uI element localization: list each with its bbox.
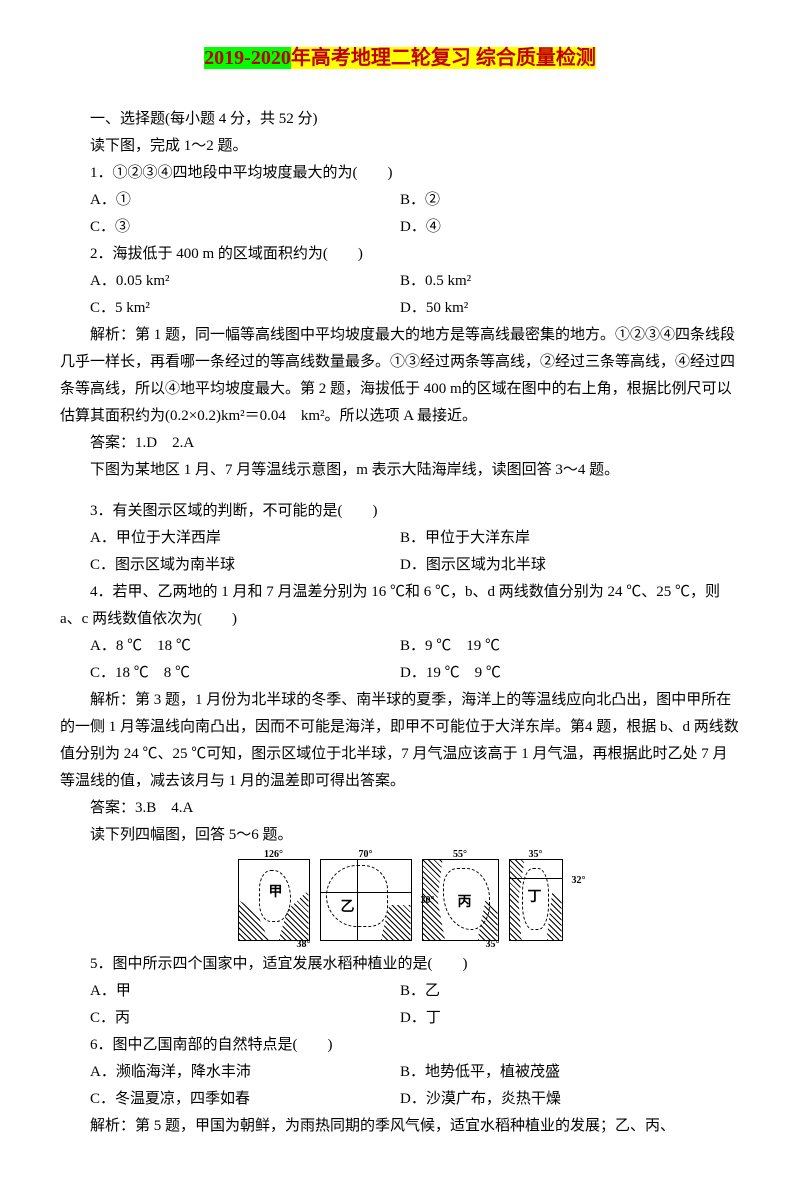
option-row: A．濒临海洋，降水丰沛 B．地势低平，植被茂盛 — [60, 1059, 740, 1086]
option-b: B．地势低平，植被茂盛 — [400, 1059, 740, 1086]
diagram-yi: 70° 30° 乙 — [320, 859, 412, 941]
option-c: C．18 ℃ 8 ℃ — [60, 660, 400, 687]
coord-label: 126° — [264, 846, 283, 864]
option-d: D．沙漠广布，炎热干燥 — [400, 1086, 740, 1113]
diagram-jia: 126° 38° 甲 — [238, 859, 310, 941]
coord-label: 70° — [359, 846, 373, 864]
map-diagrams: 126° 38° 甲 70° 30° 乙 55° 35° 丙 35° 32° — [60, 859, 740, 941]
diagram-ding: 35° 32° 丁 — [509, 859, 563, 941]
intro-text: 读下列四幅图，回答 5～6 题。 — [60, 822, 740, 849]
question-stem: 3．有关图示区域的判断，不可能的是( ) — [60, 498, 740, 525]
option-c: C．图示区域为南半球 — [60, 552, 400, 579]
diagram-label: 丙 — [458, 890, 472, 915]
option-row: A．① B．② — [60, 187, 740, 214]
diagram-label: 丁 — [528, 885, 542, 910]
option-c: C．丙 — [60, 1005, 400, 1032]
dashed-outline — [326, 865, 388, 927]
option-b: B．9 ℃ 19 ℃ — [400, 633, 740, 660]
option-row: A．甲位于大洋西岸 B．甲位于大洋东岸 — [60, 525, 740, 552]
question-stem: 6．图中乙国南部的自然特点是( ) — [60, 1032, 740, 1059]
title-year: 2019-2020 — [204, 47, 291, 69]
coord-label: 35° — [529, 846, 543, 864]
option-d: D．图示区域为北半球 — [400, 552, 740, 579]
explanation: 解析：第 3 题，1 月份为北半球的冬季、南半球的夏季，海洋上的等温线应向北凸出… — [60, 687, 740, 795]
option-d: D．19 ℃ 9 ℃ — [400, 660, 740, 687]
option-row: A．0.05 km² B．0.5 km² — [60, 268, 740, 295]
option-a: A．濒临海洋，降水丰沛 — [60, 1059, 400, 1086]
option-row: C．图示区域为南半球 D．图示区域为北半球 — [60, 552, 740, 579]
option-a: A．甲位于大洋西岸 — [60, 525, 400, 552]
option-a: A．0.05 km² — [60, 268, 400, 295]
question-stem: 2．海拔低于 400 m 的区域面积约为( ) — [60, 241, 740, 268]
option-b: B．乙 — [400, 978, 740, 1005]
option-b: B．甲位于大洋东岸 — [400, 525, 740, 552]
option-row: A．甲 B．乙 — [60, 978, 740, 1005]
explanation: 解析：第 5 题，甲国为朝鲜，为雨热同期的季风气候，适宜水稻种植业的发展；乙、丙… — [60, 1113, 740, 1140]
option-c: C．③ — [60, 214, 400, 241]
option-a: A．① — [60, 187, 400, 214]
option-row: C．③ D．④ — [60, 214, 740, 241]
option-b: B．0.5 km² — [400, 268, 740, 295]
option-row: C．冬温夏凉，四季如春 D．沙漠广布，炎热干燥 — [60, 1086, 740, 1113]
option-row: C．5 km² D．50 km² — [60, 295, 740, 322]
option-c: C．冬温夏凉，四季如春 — [60, 1086, 400, 1113]
explanation: 解析：第 1 题，同一幅等高线图中平均坡度最大的地方是等高线最密集的地方。①②③… — [60, 322, 740, 430]
option-c: C．5 km² — [60, 295, 400, 322]
option-b: B．② — [400, 187, 740, 214]
option-d: D．④ — [400, 214, 740, 241]
diagram-label: 甲 — [269, 880, 283, 905]
intro-text: 读下图，完成 1～2 题。 — [60, 133, 740, 160]
option-a: A．甲 — [60, 978, 400, 1005]
option-row: C．18 ℃ 8 ℃ D．19 ℃ 9 ℃ — [60, 660, 740, 687]
option-d: D．丁 — [400, 1005, 740, 1032]
section-heading: 一、选择题(每小题 4 分，共 52 分) — [60, 106, 740, 133]
answer: 答案：1.D 2.A — [60, 430, 740, 457]
option-d: D．50 km² — [400, 295, 740, 322]
hatch-region — [547, 890, 562, 940]
title-text: 年高考地理二轮复习 综合质量检测 — [291, 47, 596, 69]
page-content: 2019-2020年高考地理二轮复习 综合质量检测 一、选择题(每小题 4 分，… — [0, 0, 800, 1180]
coord-label: 32° — [572, 872, 586, 890]
answer: 答案：3.B 4.A — [60, 795, 740, 822]
diagram-bing: 55° 35° 丙 — [422, 859, 499, 941]
diagram-label: 乙 — [341, 895, 355, 920]
document-title: 2019-2020年高考地理二轮复习 综合质量检测 — [60, 40, 740, 76]
coord-label: 55° — [453, 846, 467, 864]
option-row: C．丙 D．丁 — [60, 1005, 740, 1032]
question-stem: 5．图中所示四个国家中，适宜发展水稻种植业的是( ) — [60, 951, 740, 978]
question-stem: 1．①②③④四地段中平均坡度最大的为( ) — [60, 160, 740, 187]
option-a: A．8 ℃ 18 ℃ — [60, 633, 400, 660]
option-row: A．8 ℃ 18 ℃ B．9 ℃ 19 ℃ — [60, 633, 740, 660]
spacer — [60, 484, 740, 498]
question-stem: 4．若甲、乙两地的 1 月和 7 月温差分别为 16 ℃和 6 ℃，b、d 两线… — [60, 579, 740, 633]
intro-text: 下图为某地区 1 月、7 月等温线示意图，m 表示大陆海岸线，读图回答 3～4 … — [60, 457, 740, 484]
